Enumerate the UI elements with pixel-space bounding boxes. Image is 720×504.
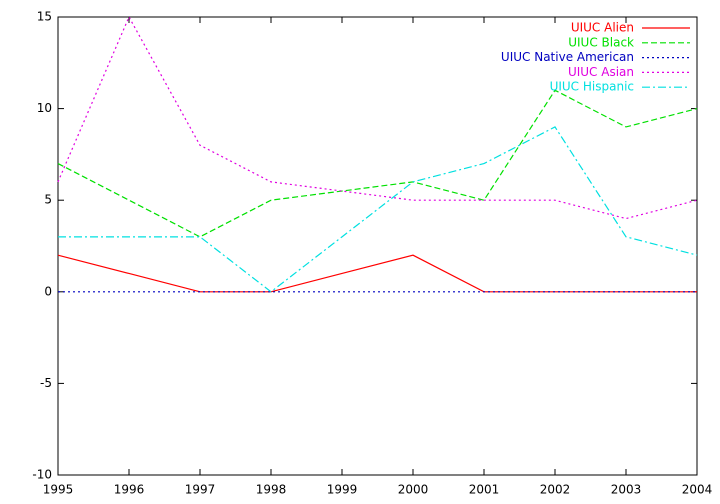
y-tick-label: 5 <box>44 193 52 207</box>
legend-label: UIUC Hispanic <box>550 80 634 94</box>
x-tick-label: 1998 <box>256 483 287 497</box>
legend-label: UIUC Black <box>568 35 634 49</box>
series-line <box>57 254 697 293</box>
y-tick-label: -5 <box>40 376 52 390</box>
y-tick-label: 15 <box>37 10 52 24</box>
x-tick-label: 1995 <box>43 483 74 497</box>
legend-label: UIUC Native American <box>501 50 634 64</box>
x-tick-label: 1997 <box>185 483 216 497</box>
x-tick-label: 2000 <box>398 483 429 497</box>
plot-border <box>57 16 698 476</box>
x-tick-label: 2004 <box>682 483 713 497</box>
legend-label: UIUC Alien <box>571 21 634 35</box>
legend-label: UIUC Asian <box>568 65 634 79</box>
series-line <box>58 126 698 293</box>
x-tick-label: 2002 <box>540 483 571 497</box>
x-tick-label: 2003 <box>611 483 642 497</box>
x-tick-label: 1999 <box>327 483 358 497</box>
y-tick-label: 0 <box>44 284 52 298</box>
x-tick-label: 1996 <box>114 483 145 497</box>
y-tick-label: -10 <box>32 468 52 482</box>
x-tick-label: 2001 <box>469 483 500 497</box>
series-line <box>57 89 698 238</box>
y-tick-label: 10 <box>37 101 52 115</box>
